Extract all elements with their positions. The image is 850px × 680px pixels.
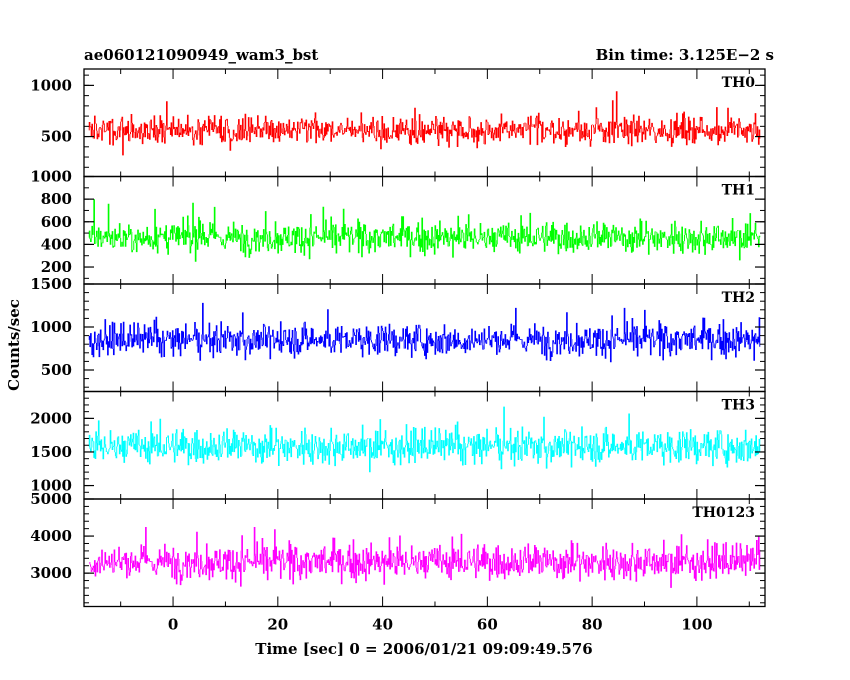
y-tick-label: 500	[41, 361, 72, 379]
panel-frame	[83, 68, 766, 178]
y-tick-label: 1500	[30, 443, 72, 461]
y-tick-label: 500	[41, 128, 72, 146]
panel-th3: 1000 1500 2000 TH3	[30, 390, 766, 500]
x-tick-label: 100	[681, 616, 712, 634]
y-tick-label: 1000	[30, 477, 72, 495]
x-tick-label: 40	[372, 616, 393, 634]
x-tick-label: 0	[168, 616, 178, 634]
y-tick-label: 2000	[30, 409, 72, 427]
panel-frame	[83, 498, 766, 608]
panel-name-label: TH3	[722, 398, 755, 414]
panel-name-label: TH0	[722, 75, 756, 91]
panel-th2: 500 1000 1500 TH2	[30, 275, 766, 393]
panel-th0123: 3000 4000 5000 TH0123	[30, 490, 766, 608]
chart-title-left: ae060121090949_wam3_bst	[84, 46, 318, 64]
series-th3	[88, 406, 761, 473]
y-tick-label: 600	[41, 213, 72, 231]
y-tick-label: 4000	[30, 527, 72, 545]
y-tick-label: 5000	[30, 490, 72, 508]
chart-title-right: Bin time: 3.125E−2 s	[596, 46, 774, 64]
y-tick-label: 1000	[30, 76, 72, 94]
panel-th0: 500 1000 TH0	[30, 68, 766, 178]
series-th0123	[88, 527, 761, 588]
x-tick-labels: 0 20 40 60 80 100	[168, 616, 713, 634]
y-tick-label: 400	[41, 235, 72, 253]
series-th2	[88, 302, 761, 363]
panel-name-label: TH2	[722, 290, 755, 306]
x-tick-label: 60	[477, 616, 498, 634]
panel-th1: 200 400 600 800 1000 TH1	[30, 168, 766, 285]
y-tick-label: 1000	[30, 318, 72, 336]
x-tick-label: 20	[267, 616, 288, 634]
y-tick-label: 200	[41, 258, 72, 276]
panels-group: 500 1000 TH0 200 400 600 800 1000 TH1 500 1000 1500…	[30, 68, 766, 608]
y-tick-label: 800	[41, 190, 72, 208]
y-tick-label: 3000	[30, 564, 72, 582]
y-tick-label: 1500	[30, 275, 72, 293]
panel-name-label: TH0123	[692, 505, 755, 521]
panel-name-label: TH1	[722, 183, 755, 199]
y-axis-label: Counts/sec	[5, 299, 23, 391]
y-tick-label: 1000	[30, 168, 72, 186]
x-axis-label: Time [sec] 0 = 2006/01/21 09:09:49.576	[255, 640, 592, 658]
x-tick-label: 80	[582, 616, 603, 634]
series-th0	[88, 91, 761, 156]
series-th1	[88, 199, 761, 262]
